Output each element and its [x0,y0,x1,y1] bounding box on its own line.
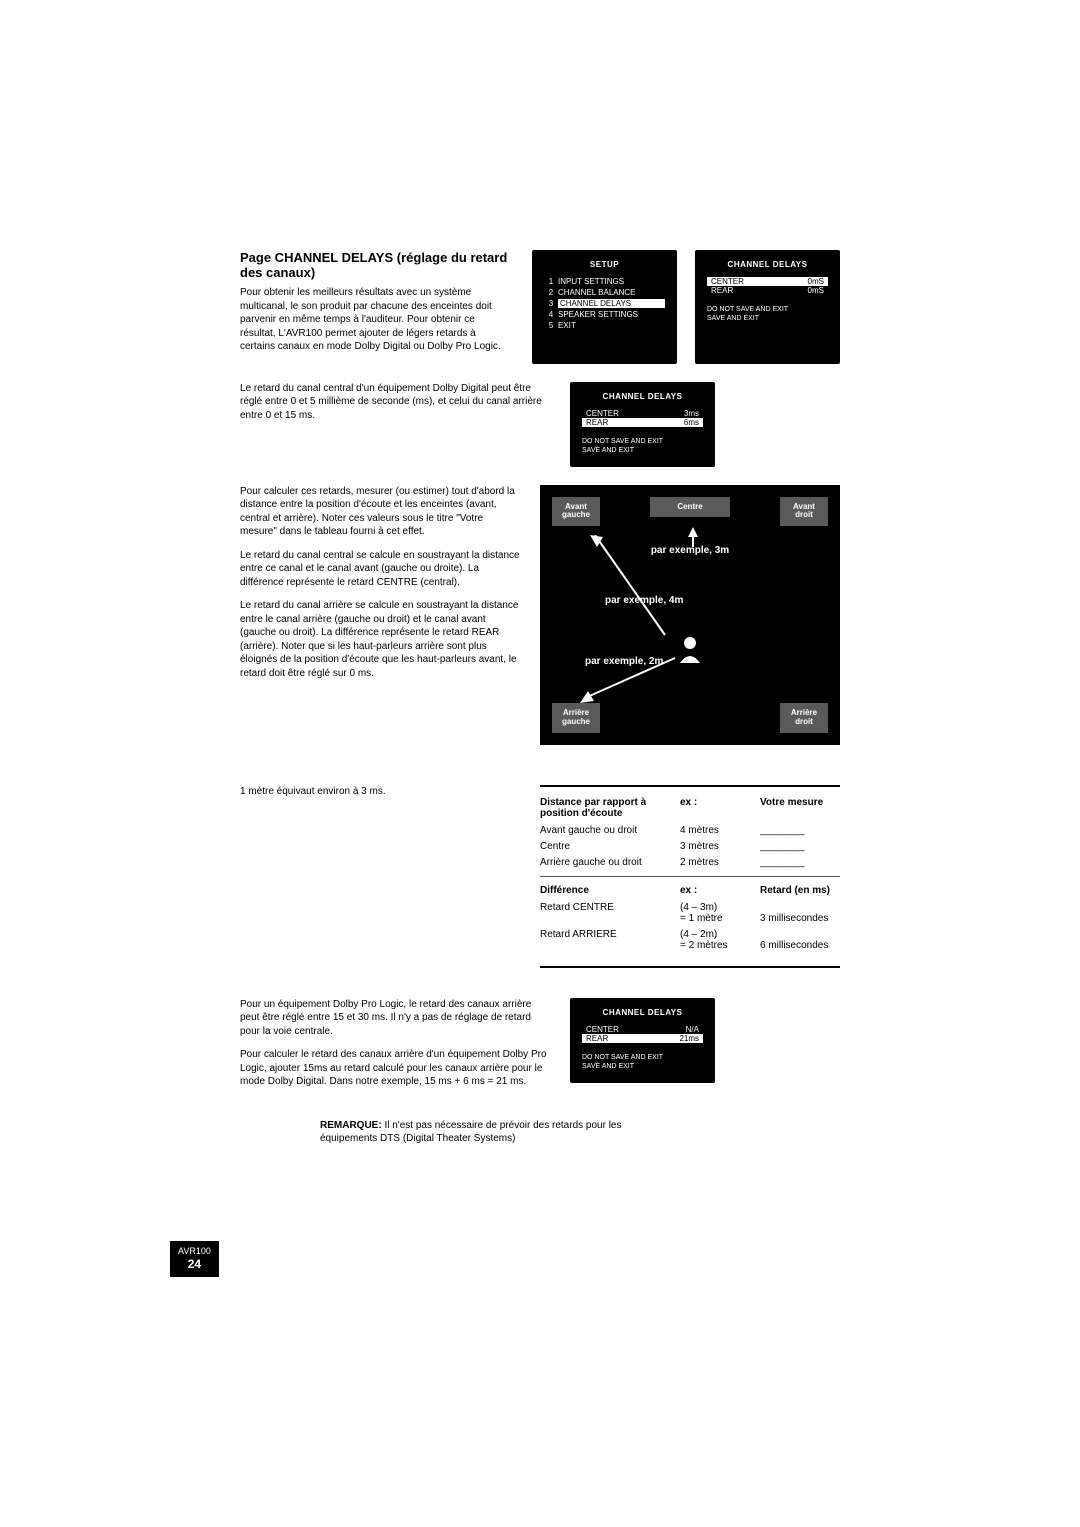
row-title: Page CHANNEL DELAYS (réglage du retard d… [240,250,840,364]
delay-box-3: CHANNEL DELAYS CENTERN/AREAR21ms DO NOT … [570,998,715,1083]
row-p2: Le retard du canal central d'un équipeme… [240,382,840,467]
delay-row: CENTER0mS [707,277,828,286]
speaker-rear-right: Arrière droit [780,703,828,733]
para-1: Pour obtenir les meilleurs résultats ave… [240,286,512,354]
left-p7: Pour un équipement Dolby Pro Logic, le r… [240,998,550,1099]
setup-menu-item: 2CHANNEL BALANCE [544,288,665,297]
delay-box-1-bottom: DO NOT SAVE AND EXIT SAVE AND EXIT [707,305,828,323]
delay-table: Distance par rapport à position d'écoute… [540,785,840,968]
delay-box-2-bottom: DO NOT SAVE AND EXIT SAVE AND EXIT [582,437,703,455]
para-5: Le retard du canal arrière se calcule en… [240,599,520,680]
right-diagram: Avant gauche Centre Avant droit Arrière … [540,485,840,745]
left-p3: Pour calculer ces retards, mesurer (ou e… [240,485,520,691]
setup-menu-item: 1INPUT SETTINGS [544,277,665,286]
speaker-front-right: Avant droit [780,497,828,527]
table-divider [540,876,840,877]
para-8: Pour calculer le retard des canaux arriè… [240,1048,550,1089]
para-4: Le retard du canal central se calcule en… [240,549,520,590]
table-row: Avant gauche ou droit4 mètres________ [540,825,840,836]
table-row: Retard ARRIERE(4 – 2m)= 2 mètres6 millis… [540,929,840,951]
badge-model: AVR100 [178,1246,211,1257]
setup-menu-item: 3CHANNEL DELAYS [544,299,665,308]
setup-menu-item: 4SPEAKER SETTINGS [544,310,665,319]
setup-menu-item: 5EXIT [544,321,665,330]
delay-row: REAR0mS [707,286,828,295]
speaker-front-left: Avant gauche [552,497,600,527]
arrow-up-icon [688,527,698,547]
delay-box-2-title: CHANNEL DELAYS [582,392,703,401]
row-p7: Pour un équipement Dolby Pro Logic, le r… [240,998,840,1099]
arrow-diag-icon [585,535,675,645]
arrow-diag2-icon [580,653,680,703]
left-column: Page CHANNEL DELAYS (réglage du retard d… [240,250,512,364]
note-box: REMARQUE: Il n'est pas nécessaire de pré… [320,1119,630,1146]
table-header-1: Distance par rapport à position d'écoute… [540,797,840,819]
page-badge: AVR100 24 [170,1241,219,1277]
delay-row: CENTER3ms [582,409,703,418]
table-row: Arrière gauche ou droit2 mètres________ [540,857,840,868]
delay-box-1-title: CHANNEL DELAYS [707,260,828,269]
delay-row: REAR6ms [582,418,703,427]
section-title: Page CHANNEL DELAYS (réglage du retard d… [240,250,512,280]
speaker-rear-left: Arrière gauche [552,703,600,733]
para-6: 1 mètre équivaut environ à 3 ms. [240,785,520,799]
row-diagram: Pour calculer ces retards, mesurer (ou e… [240,485,840,745]
listener-icon [676,635,704,665]
note-label: REMARQUE: [320,1120,382,1131]
table-row: Retard CENTRE(4 – 3m)= 1 mètre3 millisec… [540,902,840,924]
badge-page: 24 [178,1257,211,1272]
speaker-diagram: Avant gauche Centre Avant droit Arrière … [540,485,840,745]
para-3: Pour calculer ces retards, mesurer (ou e… [240,485,520,539]
delay-row: CENTERN/A [582,1025,703,1034]
delay-row: REAR21ms [582,1034,703,1043]
table-row: Centre3 mètres________ [540,841,840,852]
delay-box-1: CHANNEL DELAYS CENTER0mSREAR0mS DO NOT S… [695,250,840,364]
setup-box-title: SETUP [544,260,665,269]
delay-box-2: CHANNEL DELAYS CENTER3msREAR6ms DO NOT S… [570,382,715,467]
speaker-center: Centre [650,497,730,518]
right-table: Distance par rapport à position d'écoute… [540,785,840,968]
table-header-2: Différence ex : Retard (en ms) [540,885,840,896]
para-2: Le retard du canal central d'un équipeme… [240,382,550,423]
row-table: 1 mètre équivaut environ à 3 ms. Distanc… [240,785,840,968]
setup-box: SETUP 1INPUT SETTINGS 2CHANNEL BALANCE 3CH… [532,250,677,364]
right-boxes-1: SETUP 1INPUT SETTINGS 2CHANNEL BALANCE 3CH… [532,250,840,364]
row-note: REMARQUE: Il n'est pas nécessaire de pré… [240,1119,840,1146]
delay-box-3-title: CHANNEL DELAYS [582,1008,703,1017]
right-boxes-2: CHANNEL DELAYS CENTER3msREAR6ms DO NOT S… [570,382,840,467]
para-7: Pour un équipement Dolby Pro Logic, le r… [240,998,550,1039]
right-boxes-3: CHANNEL DELAYS CENTERN/AREAR21ms DO NOT … [570,998,840,1083]
delay-box-3-bottom: DO NOT SAVE AND EXIT SAVE AND EXIT [582,1053,703,1071]
left-p2: Le retard du canal central d'un équipeme… [240,382,550,467]
left-p6: 1 mètre équivaut environ à 3 ms. [240,785,520,809]
